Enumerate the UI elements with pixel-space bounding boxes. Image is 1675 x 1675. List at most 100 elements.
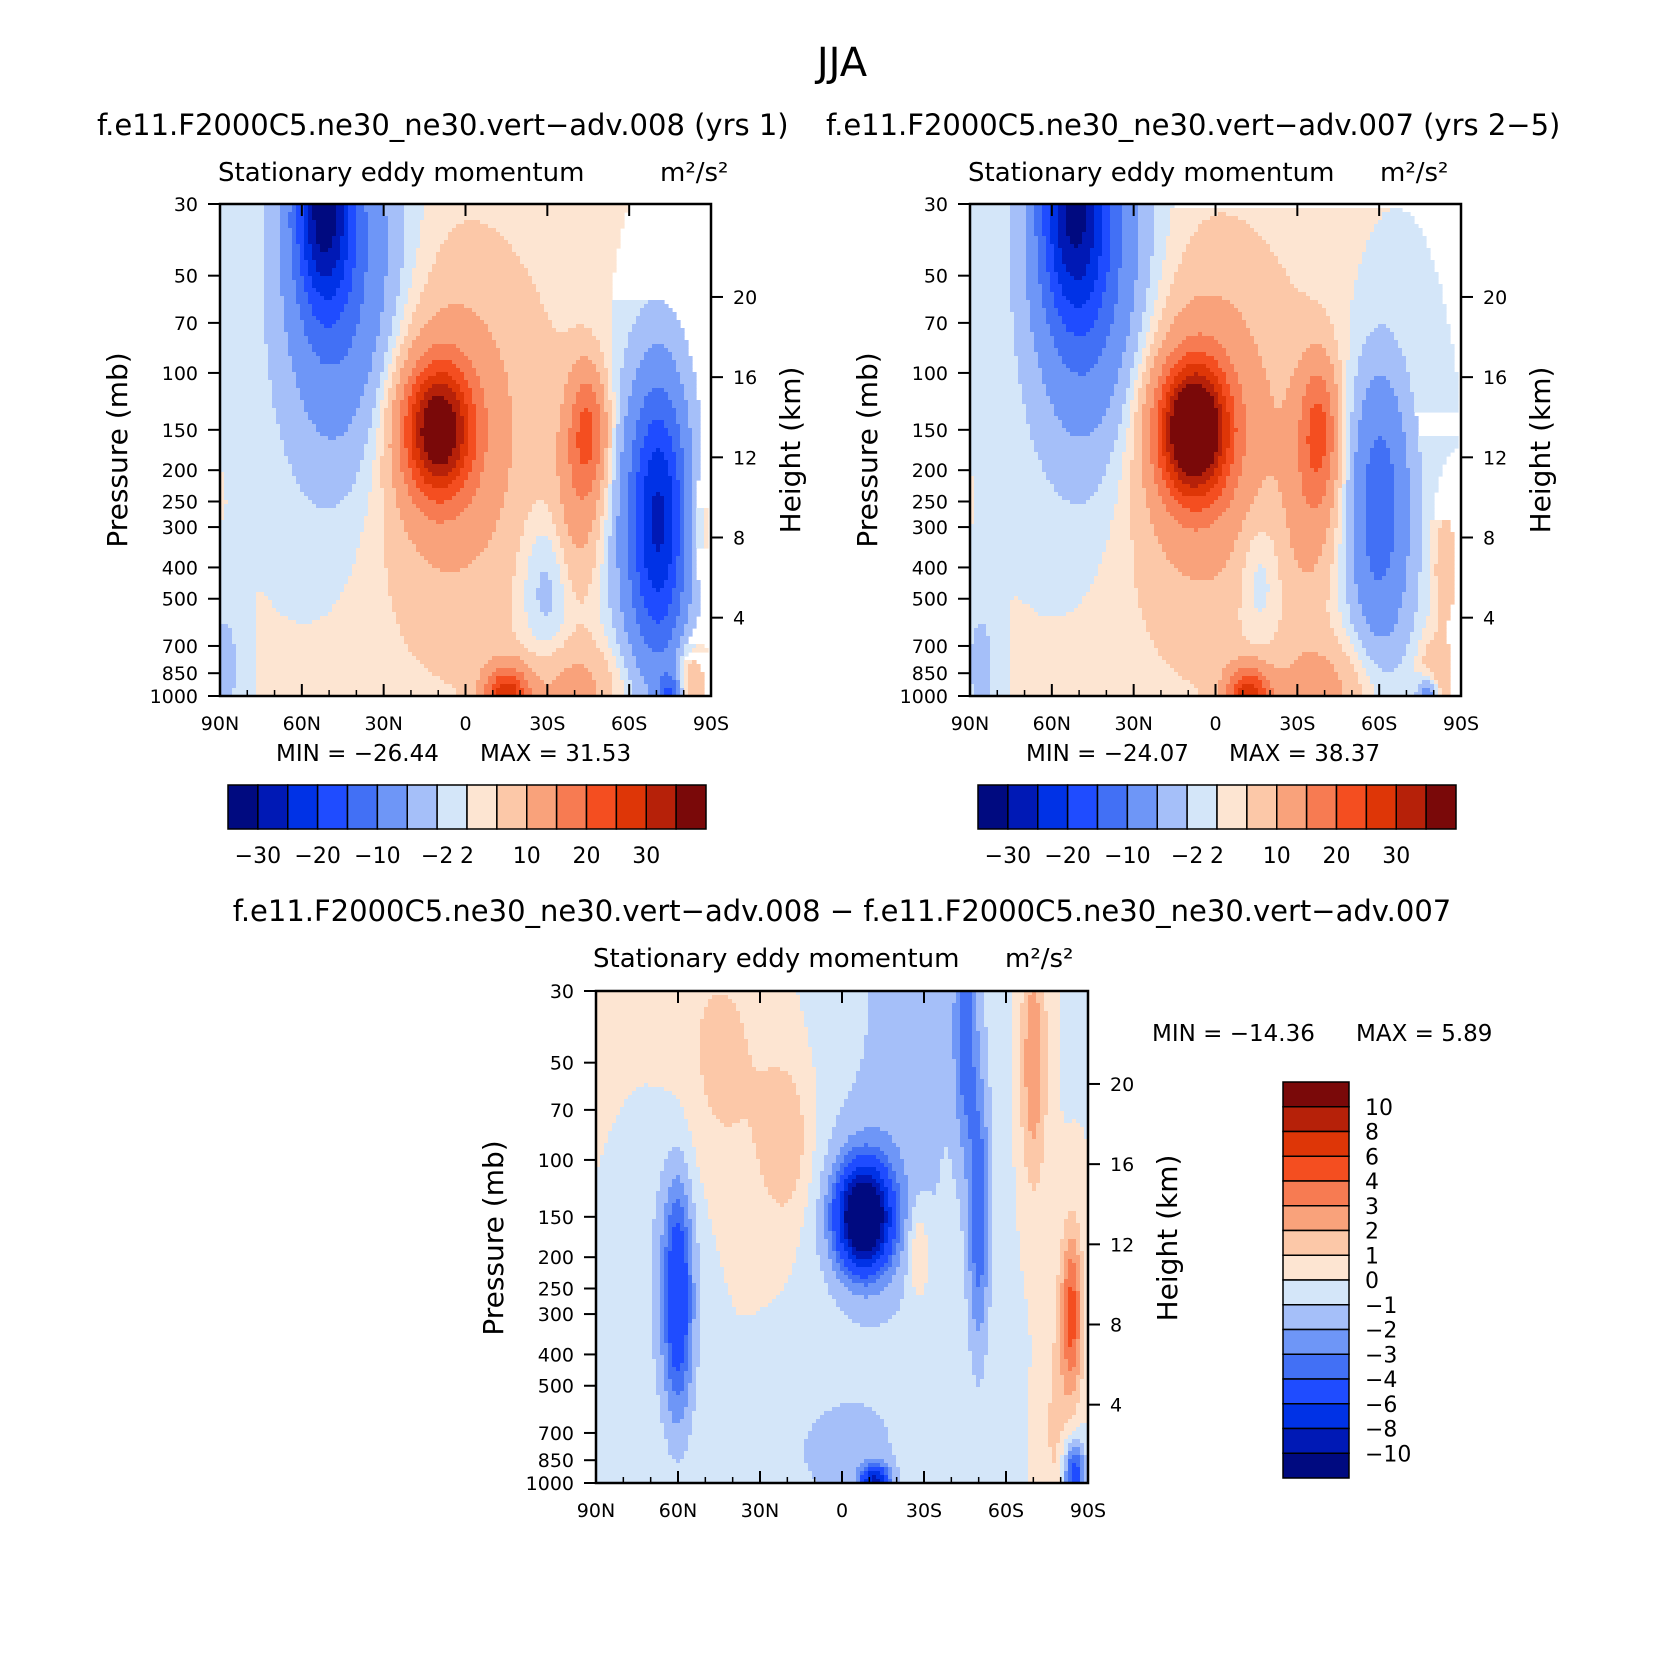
contour-cell [970, 596, 1015, 601]
contour-cell [1266, 532, 1291, 537]
contour-cell [300, 484, 353, 489]
contour-cell [696, 516, 705, 521]
contour-cell [588, 592, 601, 597]
contour-cell [220, 632, 233, 637]
contour-cell [636, 664, 677, 669]
contour-cell [292, 208, 297, 213]
contour-cell [616, 460, 621, 465]
contour-cell [372, 460, 381, 465]
contour-cell [528, 568, 561, 573]
contour-cell [516, 636, 537, 641]
contour-cell [396, 492, 409, 497]
contour-cell [1222, 384, 1231, 389]
contour-cell [1334, 504, 1339, 509]
contour-cell [1010, 228, 1027, 233]
contour-cell [692, 556, 697, 561]
contour-cell [1166, 380, 1175, 385]
contour-cell [484, 388, 509, 393]
contour-cell [1430, 572, 1435, 577]
contour-cell [692, 512, 697, 517]
contour-cell [220, 220, 265, 225]
contour-cell [1358, 264, 1435, 269]
contour-cell [652, 452, 665, 457]
contour-cell [1050, 240, 1059, 245]
contour-cell [692, 588, 701, 593]
contour-cell [1266, 576, 1279, 581]
contour-cell [528, 572, 541, 577]
contour-cell [384, 208, 405, 213]
contour-cell [1142, 432, 1151, 437]
contour-cell [986, 628, 1011, 633]
contour-cell [548, 576, 561, 581]
contour-cell [696, 536, 705, 541]
contour-cell [1258, 344, 1311, 349]
contour-cell [448, 472, 461, 477]
contour-cell [612, 360, 625, 365]
contour-cell [220, 488, 225, 493]
figure-title: JJA [814, 40, 868, 86]
contour-cell [408, 332, 421, 337]
contour-cell [970, 384, 1023, 389]
contour-cell [1422, 540, 1431, 545]
contour-cell [560, 544, 577, 549]
contour-cell [680, 444, 693, 449]
panel-a-colorbar-box [645, 784, 677, 830]
contour-cell [1170, 436, 1219, 441]
contour-cell [1354, 408, 1363, 413]
contour-cell [1410, 476, 1423, 481]
contour-cell [1218, 412, 1223, 417]
contour-cell [612, 652, 621, 657]
contour-cell [1350, 324, 1379, 329]
contour-cell [656, 448, 661, 453]
contour-cell [1054, 304, 1075, 309]
contour-cell [1266, 580, 1283, 585]
contour-cell [348, 296, 365, 301]
contour-cell [220, 676, 237, 681]
contour-cell [668, 396, 685, 401]
contour-cell [272, 600, 337, 605]
panel-a-y2tick-label: 4 [733, 608, 745, 630]
contour-cell [516, 632, 533, 637]
contour-cell [1386, 376, 1411, 381]
contour-cell [612, 320, 637, 325]
contour-cell [1086, 216, 1095, 221]
contour-cell [1322, 552, 1335, 557]
contour-cell [1110, 528, 1131, 533]
contour-cell [464, 480, 481, 485]
contour-cell [684, 560, 693, 565]
contour-cell [404, 304, 417, 309]
contour-cell [604, 396, 609, 401]
panel-a-ytick-label: 400 [162, 557, 198, 579]
contour-cell [1382, 216, 1415, 221]
contour-cell [524, 660, 609, 665]
contour-cell [644, 476, 673, 481]
contour-cell [340, 592, 389, 597]
contour-cell [568, 432, 577, 437]
contour-cell [684, 532, 693, 537]
contour-cell [1218, 572, 1243, 577]
contour-cell [1134, 564, 1175, 569]
contour-cell [276, 412, 309, 417]
contour-cell [1422, 532, 1431, 537]
contour-cell [970, 212, 1011, 217]
contour-cell [1130, 460, 1143, 465]
contour-cell [1358, 420, 1403, 425]
contour-cell [344, 588, 389, 593]
contour-cell [1358, 356, 1407, 361]
contour-cell [380, 472, 393, 477]
contour-cell [1142, 480, 1155, 485]
contour-cell [508, 480, 561, 485]
contour-cell [1166, 412, 1175, 417]
contour-cell [1354, 568, 1371, 573]
contour-cell [636, 536, 645, 541]
contour-cell [424, 204, 629, 209]
contour-cell [388, 368, 397, 373]
contour-cell [404, 308, 417, 313]
contour-cell [288, 332, 305, 337]
contour-cell [480, 668, 497, 673]
contour-cell [1010, 240, 1027, 245]
contour-cell [1398, 400, 1415, 405]
contour-cell [1386, 444, 1407, 449]
contour-cell [412, 284, 425, 289]
contour-cell [380, 456, 393, 461]
